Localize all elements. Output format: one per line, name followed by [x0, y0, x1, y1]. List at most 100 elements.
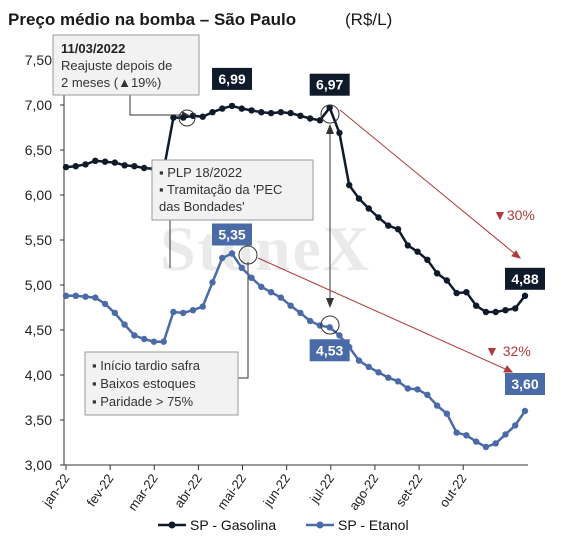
highlight-circle-mai-etanol	[238, 245, 258, 265]
data-point	[365, 205, 372, 212]
data-point	[179, 114, 187, 121]
data-point	[463, 432, 470, 439]
chart-title-unit: (R$/L)	[345, 10, 392, 29]
data-point	[482, 308, 490, 316]
data-point	[502, 431, 509, 438]
data-point	[375, 369, 382, 376]
data-point	[131, 332, 138, 339]
data-point	[92, 294, 99, 301]
data-point	[297, 309, 304, 317]
data-point	[355, 195, 363, 202]
data-point	[404, 385, 412, 392]
data-point	[82, 293, 89, 300]
data-point	[228, 102, 236, 110]
x-tick-label: out-22	[436, 471, 469, 510]
data-point	[512, 422, 519, 429]
connector-jul-arrowhead-down	[326, 298, 334, 308]
x-tick-label: fev-22	[84, 471, 117, 509]
data-point	[287, 109, 294, 117]
annotation-plp-line1: ▪ PLP 18/2022	[159, 165, 242, 180]
annotation-safra-line3: ▪ Paridade > 75%	[92, 394, 194, 409]
highlight-circle-jul-gas	[320, 104, 340, 124]
data-point	[92, 157, 99, 164]
data-point	[424, 391, 431, 398]
data-point	[209, 109, 216, 116]
annotation-plp-line3: das Bondades'	[159, 199, 245, 214]
data-point	[170, 308, 177, 316]
data-point	[199, 303, 206, 310]
x-tick-label: abr-22	[171, 471, 205, 510]
data-point	[160, 338, 167, 345]
data-point	[433, 270, 441, 277]
data-point	[306, 115, 314, 122]
data-point	[170, 114, 177, 121]
x-tick-label: mai-22	[214, 471, 249, 512]
data-point	[179, 309, 187, 317]
annotation-plp-box	[151, 159, 314, 221]
watermark-logo: StoneX	[160, 213, 371, 284]
data-point	[199, 113, 206, 120]
chart-title: Preço médio na bomba – São Paulo	[8, 10, 296, 29]
data-point	[72, 292, 79, 299]
data-point	[82, 161, 89, 168]
value-label: 6,97	[316, 77, 343, 93]
data-point	[209, 279, 216, 286]
annotation-safra-box	[84, 351, 239, 416]
x-tick-label: mar-22	[125, 471, 161, 513]
legend-marker-etanol	[316, 521, 324, 529]
y-tick-label: 7,50	[25, 52, 52, 68]
data-point	[443, 277, 451, 284]
data-point	[492, 308, 499, 316]
data-point	[101, 300, 109, 308]
trend-arrow-gasolina	[339, 109, 521, 259]
data-point	[375, 214, 382, 221]
data-point	[150, 338, 158, 345]
y-tick-label: 7,00	[25, 97, 52, 113]
x-tick-label: jun-22	[260, 471, 294, 510]
value-label: 4,53	[316, 342, 343, 358]
data-point	[472, 438, 480, 445]
x-tick-label: set-22	[393, 471, 426, 509]
y-tick-label: 6,00	[25, 187, 52, 203]
annotation-safra: ▪ Início tardio safra ▪ Baixos estoques …	[84, 351, 239, 416]
annotation-plp: ▪ PLP 18/2022 ▪ Tramitação da 'PEC das B…	[151, 159, 314, 221]
value-label-box	[309, 339, 350, 362]
highlight-circles	[178, 104, 340, 335]
trend-arrow-etanol	[257, 257, 513, 373]
data-point	[336, 129, 343, 137]
data-point	[121, 321, 128, 328]
data-point	[482, 443, 490, 451]
y-tick-label: 5,00	[25, 277, 52, 293]
data-point	[219, 254, 226, 262]
data-point	[414, 386, 421, 393]
data-point	[463, 289, 470, 296]
data-point	[267, 109, 275, 117]
y-tick-label: 3,50	[25, 412, 52, 428]
value-label-box	[212, 223, 253, 246]
data-point	[258, 283, 265, 290]
data-point	[140, 335, 148, 343]
data-point	[326, 324, 333, 331]
y-ticks: 7,50 7,00 6,50 6,00 5,50 5,00 4,50 4,00 3,50 3,00	[25, 52, 64, 473]
y-tick-label: 4,00	[25, 367, 52, 383]
annotation-reajuste-line2: 2 meses (▲19%)	[61, 75, 161, 90]
data-point	[365, 363, 372, 371]
legend-label-gasolina: SP - Gasolina	[190, 517, 276, 533]
data-point	[131, 163, 138, 170]
legend-marker-gasolina	[168, 521, 176, 529]
data-point	[512, 305, 519, 312]
trend-arrows	[257, 109, 522, 373]
annotation-safra-line1: ▪ Início tardio safra	[92, 358, 201, 373]
annotation-reajuste: 11/03/2022 Reajuste depois de 2 meses (▲…	[52, 34, 200, 96]
value-label: 5,35	[218, 227, 245, 243]
highlight-circle-abr	[178, 109, 196, 127]
y-tick-label: 6,50	[25, 142, 52, 158]
highlight-circle-jul-etanol	[320, 315, 340, 335]
data-point	[287, 302, 294, 309]
data-point	[238, 264, 245, 272]
x-ticks: jan-22 fev-22 mar-22 abr-22 mai-22 jun-22 jul-…	[39, 465, 470, 513]
data-point	[355, 357, 363, 364]
value-label-box	[309, 73, 350, 96]
annotation-reajuste-box	[52, 34, 200, 96]
